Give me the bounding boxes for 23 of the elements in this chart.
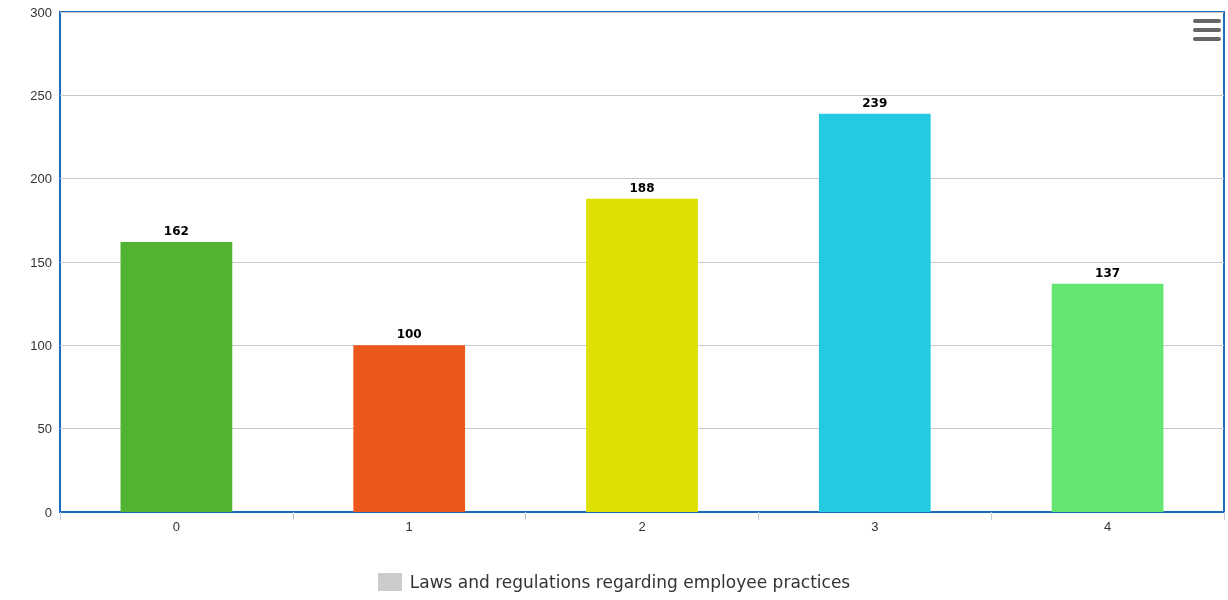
data-label: 137 bbox=[1095, 265, 1121, 280]
y-tick-label: 50 bbox=[37, 421, 52, 437]
x-tick-label: 3 bbox=[871, 519, 879, 534]
x-tick-label: 2 bbox=[638, 519, 646, 534]
data-label: 100 bbox=[396, 327, 422, 342]
y-tick-label: 150 bbox=[30, 254, 52, 270]
bar bbox=[120, 242, 233, 512]
x-tick-label: 4 bbox=[1103, 519, 1112, 534]
bar bbox=[1051, 283, 1164, 512]
y-tick-label: 100 bbox=[30, 337, 52, 353]
y-tick-label: 300 bbox=[30, 4, 52, 20]
y-tick-label: 200 bbox=[30, 171, 52, 187]
data-label: 188 bbox=[629, 180, 655, 195]
text: Laws and regulations regarding employee practices bbox=[409, 572, 851, 592]
x-tick-label: 0 bbox=[172, 519, 181, 534]
data-label: 239 bbox=[862, 95, 888, 110]
x-tick-label: 1 bbox=[405, 519, 413, 534]
data-label: 162 bbox=[163, 224, 189, 238]
y-tick-label: 250 bbox=[30, 87, 52, 103]
y-tick-label: 0 bbox=[44, 504, 52, 520]
bar bbox=[353, 345, 466, 512]
bar bbox=[586, 198, 698, 512]
bar bbox=[818, 113, 931, 512]
